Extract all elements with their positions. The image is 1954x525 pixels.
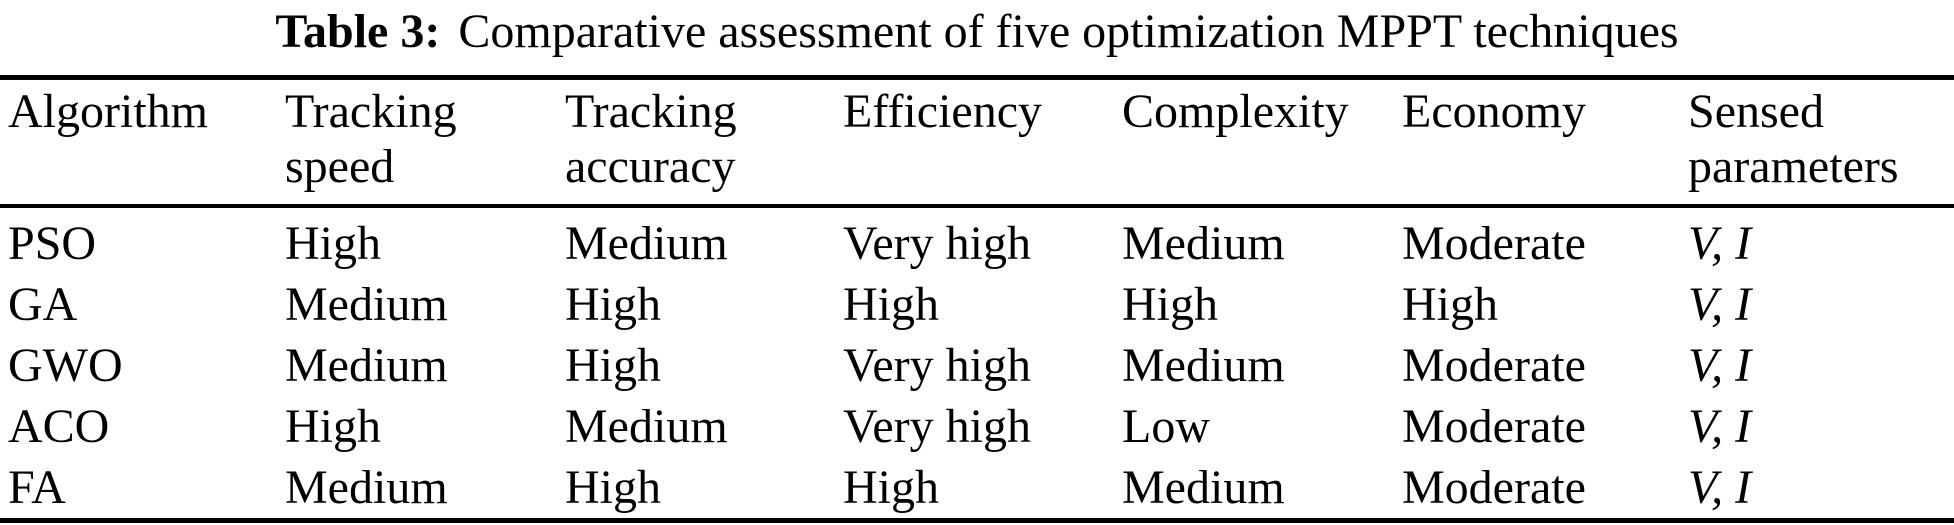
cell-economy: Moderate (1402, 400, 1586, 453)
header-algorithm: Algorithm (8, 85, 208, 138)
cell-tracking-accuracy: High (565, 461, 661, 514)
cell-complexity: High (1122, 278, 1218, 331)
cell-tracking-accuracy: High (565, 278, 661, 331)
cell-economy: High (1402, 278, 1498, 331)
table-row-aco: ACO High Medium Very high Low Moderate V… (0, 396, 1954, 457)
header-tracking-accuracy: Tracking accuracy (565, 85, 737, 193)
cell-economy: Moderate (1402, 339, 1586, 392)
table-row-gwo: GWO Medium High Very high Medium Moderat… (0, 335, 1954, 396)
cell-tracking-speed: High (285, 400, 381, 453)
cell-complexity: Medium (1122, 217, 1285, 270)
table-row-fa: FA Medium High High Medium Moderate V, I (0, 457, 1954, 518)
cell-algorithm: GWO (8, 339, 123, 392)
cell-complexity: Low (1122, 400, 1210, 453)
header-efficiency: Efficiency (843, 85, 1043, 138)
cell-sensed-parameters: V, I (1688, 461, 1752, 514)
table-caption-text: Comparative assessment of five optimizat… (458, 5, 1679, 58)
cell-algorithm: FA (8, 461, 66, 514)
cell-tracking-accuracy: Medium (565, 217, 728, 270)
table-row-ga: GA Medium High High High High V, I (0, 274, 1954, 335)
cell-algorithm: PSO (8, 217, 97, 270)
cell-sensed-parameters: V, I (1688, 400, 1752, 453)
cell-tracking-speed: High (285, 217, 381, 270)
cell-tracking-speed: Medium (285, 461, 448, 514)
cell-tracking-accuracy: Medium (565, 400, 728, 453)
cell-efficiency: High (843, 278, 939, 331)
table-body: PSO High Medium Very high Medium Moderat… (0, 208, 1954, 518)
cell-efficiency: High (843, 461, 939, 514)
cell-efficiency: Very high (843, 400, 1031, 453)
cell-algorithm: GA (8, 278, 78, 331)
table-header-row: Algorithm Tracking speed Tracking accura… (0, 80, 1954, 208)
comparison-table: Algorithm Tracking speed Tracking accura… (0, 75, 1954, 523)
cell-sensed-parameters: V, I (1688, 217, 1752, 270)
cell-tracking-accuracy: High (565, 339, 661, 392)
cell-sensed-parameters: V, I (1688, 278, 1752, 331)
cell-economy: Moderate (1402, 217, 1586, 270)
cell-sensed-parameters: V, I (1688, 339, 1752, 392)
header-tracking-speed: Tracking speed (285, 85, 457, 193)
cell-efficiency: Very high (843, 217, 1031, 270)
cell-algorithm: ACO (8, 400, 110, 453)
cell-efficiency: Very high (843, 339, 1031, 392)
header-complexity: Complexity (1122, 85, 1349, 138)
header-economy: Economy (1402, 85, 1586, 138)
cell-complexity: Medium (1122, 339, 1285, 392)
table-caption: Table 3: Comparative assessment of five o… (0, 0, 1954, 64)
cell-tracking-speed: Medium (285, 339, 448, 392)
cell-economy: Moderate (1402, 461, 1586, 514)
cell-complexity: Medium (1122, 461, 1285, 514)
header-sensed-parameters: Sensed parameters (1688, 85, 1899, 193)
cell-tracking-speed: Medium (285, 278, 448, 331)
table-row-pso: PSO High Medium Very high Medium Moderat… (0, 213, 1954, 274)
table-caption-label: Table 3: (275, 5, 441, 58)
